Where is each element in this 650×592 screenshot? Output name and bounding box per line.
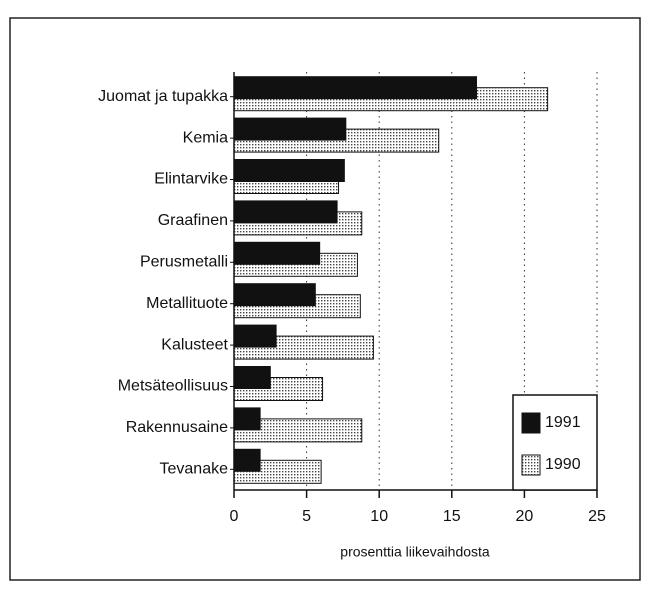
y-tick-label: Metallituote bbox=[146, 295, 228, 312]
legend-swatch bbox=[521, 412, 541, 434]
bar bbox=[233, 283, 316, 307]
x-tick-label: 10 bbox=[370, 508, 388, 525]
bar bbox=[233, 159, 345, 182]
y-tick-label: Juomat ja tupakka bbox=[98, 88, 228, 105]
legend-box bbox=[512, 394, 598, 491]
y-tick-label: Graafinen bbox=[158, 212, 228, 229]
bar bbox=[233, 117, 347, 141]
y-tick-label: Rakennusaine bbox=[126, 419, 228, 436]
x-axis-label: prosenttia liikevaihdosta bbox=[340, 544, 490, 560]
y-tick-label: Elintarvike bbox=[154, 171, 228, 188]
y-tick-label: Kemia bbox=[183, 129, 228, 146]
x-tick-label: 25 bbox=[588, 508, 606, 525]
legend-label: 1991 bbox=[545, 414, 581, 431]
y-tick-label: Perusmetalli bbox=[140, 254, 228, 271]
frame bbox=[9, 17, 641, 581]
bar bbox=[233, 448, 261, 472]
y-tick-label: Metsäteollisuus bbox=[118, 378, 228, 395]
x-tick-label: 20 bbox=[516, 508, 534, 525]
bar bbox=[233, 200, 338, 224]
y-tick-label: Kalusteet bbox=[161, 336, 228, 353]
x-tick-label: 0 bbox=[230, 508, 239, 525]
x-tick-label: 5 bbox=[302, 508, 311, 525]
x-tick-label: 15 bbox=[443, 508, 461, 525]
bar bbox=[233, 241, 321, 265]
bar bbox=[233, 366, 271, 389]
bar bbox=[233, 76, 477, 100]
legend-label: 1990 bbox=[545, 456, 581, 473]
legend-swatch bbox=[521, 454, 541, 476]
bar bbox=[233, 407, 261, 431]
y-tick-label: Tevanake bbox=[160, 461, 229, 478]
bar bbox=[233, 324, 277, 348]
